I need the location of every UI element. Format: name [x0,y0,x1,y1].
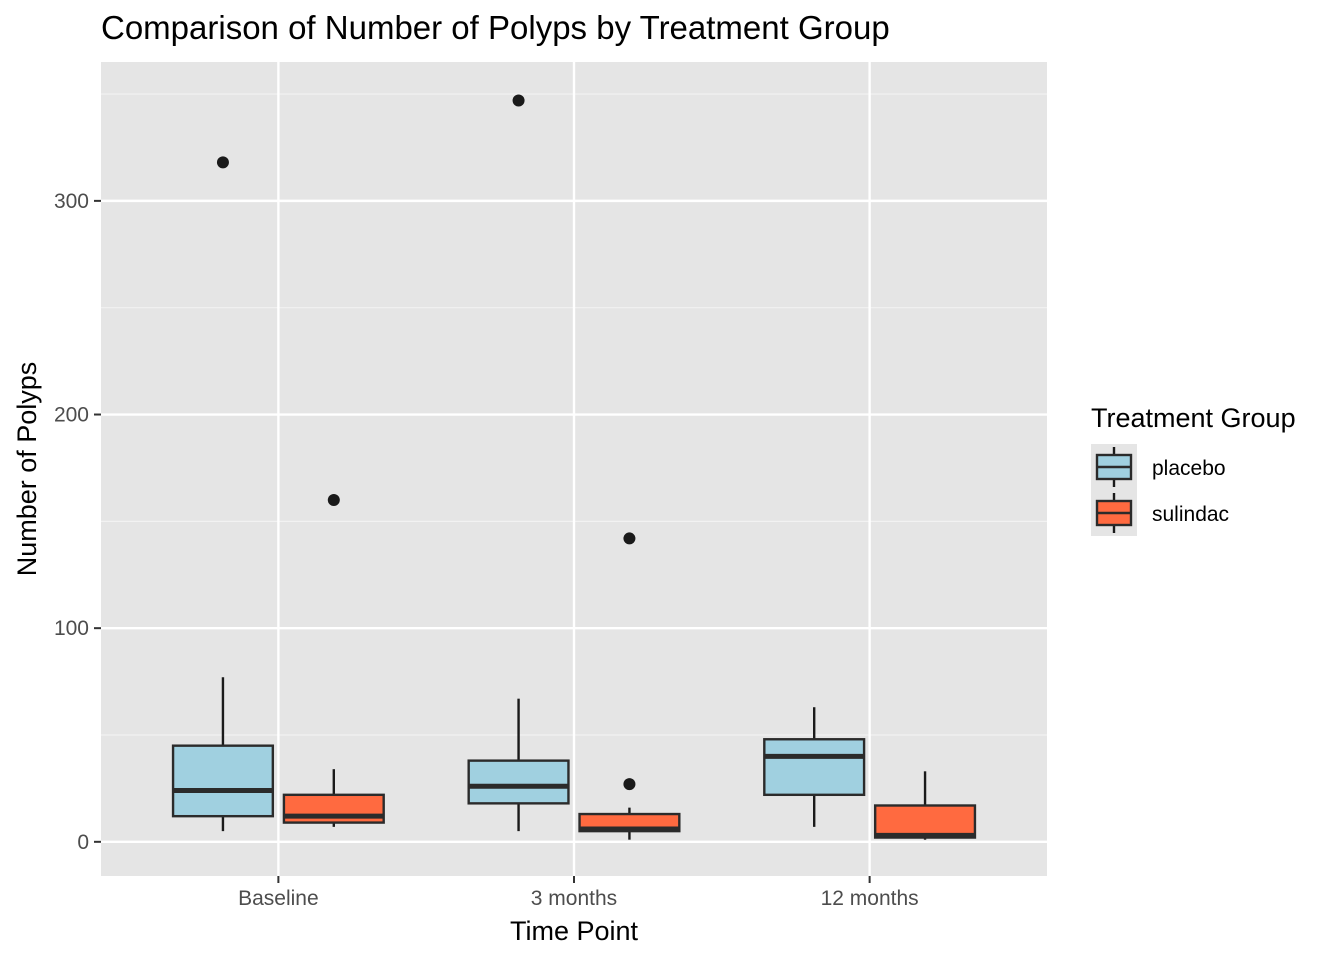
box-body [873,804,977,839]
legend-label-sulindac: sulindac [1152,503,1229,526]
legend-title: Treatment Group [1091,403,1296,433]
box-placebo [171,156,275,832]
outlier-point [327,493,340,506]
series-sulindac [282,493,977,840]
y-axis-title: Number of Polyps [12,362,42,577]
box-body [171,744,275,818]
legend: Treatment Group placebo sulindac [1091,403,1296,536]
major-gridlines [101,62,1047,876]
box-placebo [763,707,866,827]
y-tick-label: 200 [54,404,89,427]
box-body [467,759,570,805]
x-tick-label: 3 months [531,887,617,910]
outlier-point [216,156,229,169]
box-sulindac [578,532,681,840]
outlier-point [512,94,525,107]
x-tick-label: Baseline [238,887,319,910]
box-layer [171,94,977,840]
outlier-point [623,532,636,545]
y-tick-label: 100 [54,617,89,640]
x-axis: Baseline 3 months 12 months [238,876,919,910]
outlier-point [623,778,636,791]
y-axis: 0 100 200 300 [54,190,101,854]
legend-key-placebo [1091,444,1137,490]
y-tick-label: 300 [54,190,89,213]
series-placebo [171,94,866,832]
x-tick-label: 12 months [821,887,919,910]
legend-key-sulindac [1091,490,1137,536]
box-sulindac [282,493,385,827]
box-sulindac [873,771,977,840]
box-body [763,738,866,797]
x-axis-title: Time Point [510,916,639,946]
chart-title: Comparison of Number of Polyps by Treatm… [101,9,890,46]
legend-label-placebo: placebo [1152,457,1226,480]
box-placebo [467,94,570,832]
y-tick-label: 0 [77,831,89,854]
